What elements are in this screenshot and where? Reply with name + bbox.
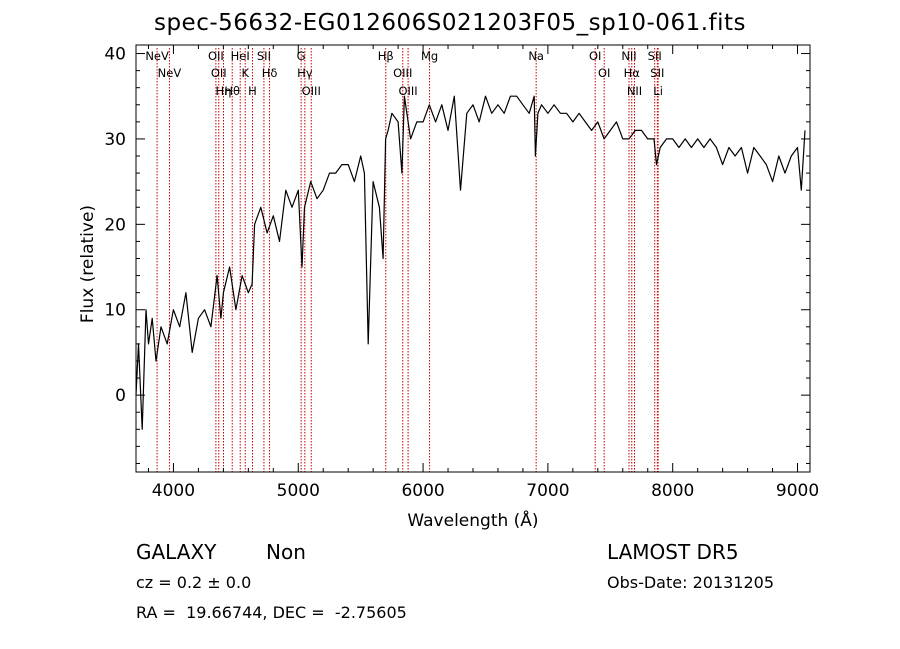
object-class: GALAXY [136, 540, 217, 564]
y-tick-label: 0 [115, 386, 126, 406]
emission-line-label: SII [650, 66, 664, 80]
chart-title: spec-56632-EG012606S021203F05_sp10-061.f… [153, 10, 747, 36]
emission-line-label: G [297, 49, 306, 63]
emission-line-label: Hβ [378, 49, 394, 63]
emission-line-label: OIII [393, 66, 412, 80]
emission-line-label: Hα [624, 66, 641, 80]
emission-line-label: Hδ [262, 66, 278, 80]
emission-line-label: NeV [158, 66, 182, 80]
emission-line-label: OIII [398, 84, 417, 98]
x-tick-label: 8000 [651, 481, 694, 501]
x-tick-label: 6000 [401, 481, 444, 501]
object-subclass: Non [266, 540, 306, 564]
emission-line-label: OII [211, 66, 227, 80]
ra-dec: RA = 19.66744, DEC = -2.75605 [136, 603, 407, 622]
y-tick-label: 10 [104, 301, 126, 321]
y-tick-label: 20 [104, 215, 126, 235]
y-tick-label: 30 [104, 130, 126, 150]
x-tick-label: 9000 [776, 481, 819, 501]
emission-line-label: SII [648, 49, 662, 63]
emission-line-label: SII [257, 49, 271, 63]
y-tick-label: 40 [104, 45, 126, 65]
emission-line-label: NII [621, 49, 636, 63]
emission-line-label: Hγ [297, 66, 313, 80]
spectrum-line [135, 95, 806, 430]
emission-line-label: Mg [421, 49, 438, 63]
survey-name: LAMOST DR5 [607, 540, 739, 564]
redshift-cz: cz = 0.2 ± 0.0 [136, 573, 252, 592]
emission-line-label: Hη [216, 84, 232, 98]
x-tick-label: 5000 [277, 481, 320, 501]
emission-line-label: OI [589, 49, 601, 63]
plot-frame [135, 44, 811, 473]
observation-date: Obs-Date: 20131205 [607, 573, 775, 592]
x-tick-label: 7000 [526, 481, 569, 501]
emission-line-label: Hθ [224, 84, 240, 98]
emission-line-label: NeV [145, 49, 169, 63]
emission-line-label: HeI [231, 49, 250, 63]
emission-line-label: OII [208, 49, 224, 63]
y-axis-label: Flux (relative) [78, 204, 98, 324]
emission-line-label: OI [598, 66, 610, 80]
emission-line-label: K [241, 66, 249, 80]
emission-line-label: NII [627, 84, 642, 98]
x-tick-label: 4000 [152, 481, 195, 501]
emission-line-label: Li [653, 84, 663, 98]
emission-line-label: Na [528, 49, 544, 63]
emission-line-label: OIII [302, 84, 321, 98]
x-axis-label: Wavelength (Å) [407, 511, 539, 531]
emission-line-label: H [248, 84, 257, 98]
